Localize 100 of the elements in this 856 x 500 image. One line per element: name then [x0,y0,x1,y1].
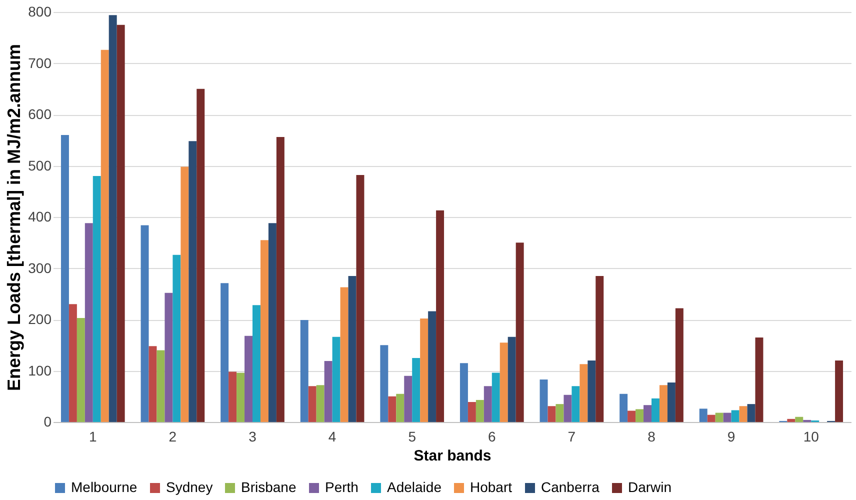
bar [316,385,324,422]
bar [180,166,189,422]
y-tick-label: 400 [28,208,52,224]
bar [580,364,588,422]
x-tick-label: 9 [727,428,736,444]
bar [572,386,580,422]
bar [723,412,732,422]
x-tick-label: 5 [408,428,416,444]
legend-label: Adelaide [387,479,442,495]
bar [228,372,237,422]
bar [667,382,676,422]
bar [652,398,660,422]
x-tick-label: 10 [803,428,820,444]
bar [755,337,764,422]
bar [516,242,524,422]
bar [308,386,316,422]
bar [356,174,364,422]
bar [332,336,340,422]
y-axis-title: Energy Loads [thermal] in MJ/m2.annum [4,44,24,392]
bar [252,305,260,422]
bar [675,308,684,422]
x-tick-label: 3 [248,428,257,444]
bar [348,276,356,422]
legend-label: Darwin [628,479,672,495]
bar [244,336,252,422]
bar [564,394,572,422]
x-tick-label: 1 [89,428,97,444]
bar [404,376,412,422]
x-tick-label: 7 [568,428,576,444]
y-tick-label: 200 [28,311,52,327]
x-tick-label: 2 [168,428,177,444]
legend-label: Brisbane [241,479,296,495]
bar [747,404,756,422]
bar [628,410,636,422]
y-tick-label: 300 [28,260,52,276]
x-tick-label: 4 [328,428,336,444]
x-tick-label: 6 [488,428,496,444]
bar [84,223,93,422]
bar [148,346,157,422]
bar [100,50,109,422]
bar [468,402,476,422]
bar [236,372,245,422]
bar [508,336,516,422]
bar [268,223,276,422]
bar [68,304,77,422]
bar [787,418,796,422]
bar [396,394,404,422]
x-axis-title: Star bands [414,448,492,464]
bar [620,394,628,422]
bar [412,358,420,422]
legend-label: Melbourne [71,479,138,495]
bar [540,379,548,422]
bar [420,318,428,422]
bar [588,360,596,422]
bar [659,385,668,422]
x-tick-label: 8 [648,428,656,444]
bar [156,350,165,422]
bar [220,283,229,422]
bar [460,363,468,422]
y-tick-label: 0 [44,414,52,430]
bar [476,400,484,422]
y-tick-label: 100 [28,362,52,378]
bar [739,406,748,422]
legend-label: Canberra [541,479,600,495]
legend-label: Perth [325,479,358,495]
bar [340,287,348,422]
bar [715,412,724,422]
bar [172,254,181,422]
bar [108,15,117,422]
bar [707,414,716,422]
bar [92,176,101,422]
bar [164,292,173,422]
y-tick-label: 500 [28,157,52,174]
bar [484,386,492,422]
bar [300,320,308,422]
bar [388,396,396,422]
bar [548,406,556,422]
bar [276,137,284,422]
bar [835,360,844,422]
bar [636,409,644,422]
bar [436,210,444,422]
bar [500,342,508,422]
bar [644,405,652,422]
bar [428,311,436,422]
bar [380,345,388,422]
bar [795,416,804,422]
legend-label: Hobart [470,479,512,495]
bar [731,410,740,422]
bar [196,88,205,422]
bar [699,408,708,422]
y-tick-label: 700 [28,54,52,71]
y-tick-label: 800 [28,4,52,20]
bar [556,404,564,422]
bar [188,141,197,422]
bar [492,372,500,422]
bar [140,225,149,422]
bar [60,135,69,422]
legend-label: Sydney [166,479,213,495]
bar [76,318,85,422]
bar [324,361,332,422]
